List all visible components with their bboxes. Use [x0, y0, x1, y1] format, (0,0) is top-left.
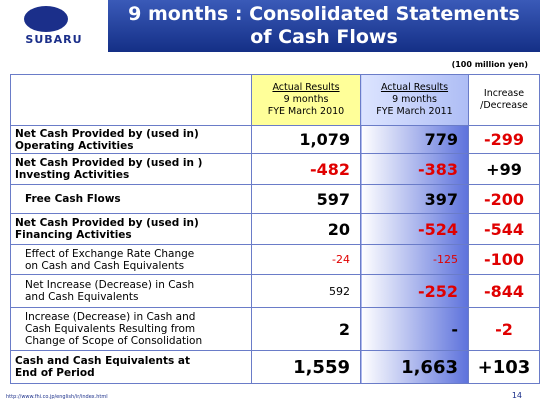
logo-text: SUBARU	[25, 33, 83, 46]
row-label-line: on Cash and Cash Equivalents	[25, 259, 185, 272]
value-cell: -299	[468, 125, 540, 154]
table-row: Increase (Decrease) in Cash and Cash Equi…	[10, 307, 540, 351]
table-row: Net Cash Provided by (used in) Operating …	[10, 125, 540, 154]
value-cell: +103	[468, 350, 540, 384]
value-cell: -544	[468, 213, 540, 245]
row-label-line: Net Cash Provided by (used in)	[15, 127, 199, 140]
table-row: Cash and Cash Equivalents at End of Perio…	[10, 350, 540, 384]
row-label: Free Cash Flows	[10, 184, 252, 214]
table-row: Effect of Exchange Rate Change on Cash an…	[10, 244, 540, 275]
table-row: Net Cash Provided by (used in ) Investing…	[10, 153, 540, 185]
column-header-line: Actual Results	[380, 82, 449, 93]
row-label-line: Investing Activities	[15, 169, 130, 181]
value-cell: -844	[468, 274, 540, 308]
column-header: Actual Results 9 months FYE March 2010	[251, 74, 361, 126]
row-label: Increase (Decrease) in Cash and Cash Equi…	[10, 307, 252, 351]
row-label-line: Net Cash Provided by (used in )	[15, 157, 203, 169]
row-label: Effect of Exchange Rate Change on Cash an…	[10, 244, 252, 275]
value-cell: +99	[468, 153, 540, 185]
page-number: 14	[511, 391, 522, 400]
value-cell: -2	[468, 307, 540, 351]
value-cell: 1,079	[251, 125, 361, 154]
corner-cell	[10, 74, 252, 126]
value-cell: 779	[360, 125, 469, 154]
value-cell: -524	[360, 213, 469, 245]
row-label-line: Operating Activities	[15, 139, 134, 152]
value-cell: 592	[251, 274, 361, 308]
row-label: Net Increase (Decrease) in Cash and Cash …	[10, 274, 252, 308]
row-label: Net Cash Provided by (used in ) Investing…	[10, 153, 252, 185]
row-label-line: End of Period	[15, 367, 95, 379]
row-label-line: Change of Scope of Consolidation	[25, 335, 203, 347]
value-cell: -482	[251, 153, 361, 185]
row-label-line: Financing Activities	[15, 229, 132, 241]
value-cell: -100	[468, 244, 540, 275]
value-cell: -252	[360, 274, 469, 308]
value-cell: 1,559	[251, 350, 361, 384]
value-cell: -24	[251, 244, 361, 275]
header-row: Actual Results 9 months FYE March 2010 Actu…	[10, 74, 540, 126]
row-label-line: Free Cash Flows	[25, 193, 121, 205]
column-header-line: Actual Results	[272, 82, 340, 93]
row-label-line: Cash Equivalents Resulting from	[25, 323, 196, 335]
row-label-line: Net Increase (Decrease) in Cash	[25, 279, 195, 291]
column-header-line: FYE March 2010	[267, 106, 345, 117]
footer-url: http://www.fhi.co.jp/english/ir/index.ht…	[6, 394, 108, 400]
table-row: Net Increase (Decrease) in Cash and Cash …	[10, 274, 540, 308]
value-cell: -383	[360, 153, 469, 185]
value-cell: 2	[251, 307, 361, 351]
logo: SUBARU	[0, 0, 108, 52]
row-label: Cash and Cash Equivalents at End of Perio…	[10, 350, 252, 384]
logo-mark	[24, 6, 68, 32]
column-header: Increase/Decrease	[468, 74, 540, 126]
table-row: Net Cash Provided by (used in) Financing …	[10, 213, 540, 245]
row-label-line: Net Cash Provided by (used in)	[15, 217, 199, 229]
row-label: Net Cash Provided by (used in) Financing …	[10, 213, 252, 245]
title: 9 months : Consolidated Statements of Cas…	[108, 3, 540, 49]
title-line: 9 months : Consolidated Statements	[128, 3, 520, 25]
value-cell: 20	[251, 213, 361, 245]
row-label-line: and Cash Equivalents	[25, 291, 139, 303]
value-cell: 597	[251, 184, 361, 214]
column-header-line: Increase	[483, 88, 525, 99]
value-cell: -	[360, 307, 469, 351]
column-header: Actual Results 9 months FYE March 2011	[360, 74, 469, 126]
title-line: of Cash Flows	[250, 26, 398, 48]
value-cell: 1,663	[360, 350, 469, 384]
value-cell: -200	[468, 184, 540, 214]
column-header-line: FYE March 2011	[376, 106, 453, 117]
row-label-line: Increase (Decrease) in Cash and	[25, 311, 196, 323]
row-label: Net Cash Provided by (used in) Operating …	[10, 125, 252, 154]
column-header-line: 9 months	[392, 94, 437, 105]
cash-flow-table: Actual Results 9 months FYE March 2010 Actu…	[10, 74, 540, 384]
row-label-line: Cash and Cash Equivalents at	[15, 355, 190, 367]
unit-note: (100 million yen)	[451, 60, 528, 69]
column-header-line: /Decrease	[480, 100, 528, 111]
row-label-line: Effect of Exchange Rate Change	[25, 247, 195, 260]
table-row: Free Cash Flows 597 397 -200	[10, 184, 540, 214]
value-cell: -125	[360, 244, 469, 275]
value-cell: 397	[360, 184, 469, 214]
column-header-line: 9 months	[283, 94, 329, 105]
